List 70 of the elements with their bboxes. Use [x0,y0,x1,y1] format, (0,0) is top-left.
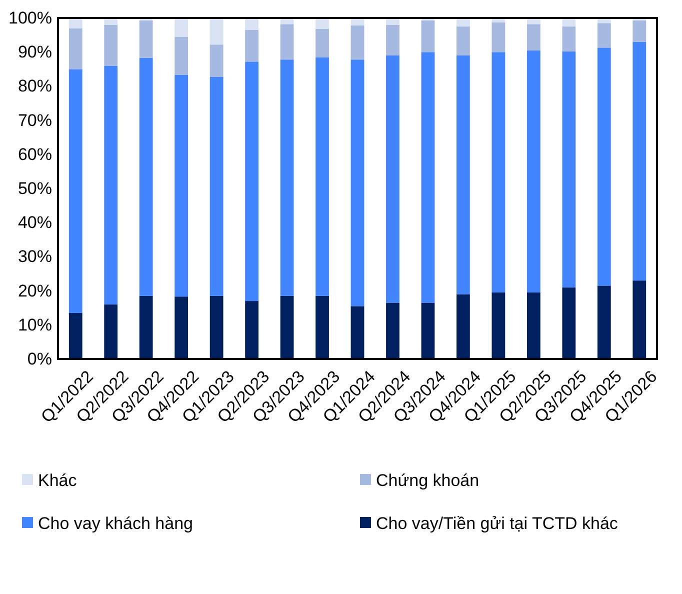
bar [210,44,224,77]
bar [350,306,364,359]
bar [139,20,153,58]
bar [492,292,506,359]
bar [597,286,611,359]
bar [174,18,188,37]
bar [139,58,153,296]
bar [280,24,294,60]
y-tick-label: 90% [18,42,52,62]
bar [456,26,470,56]
legend-label: Khác [38,470,78,490]
bar [174,74,188,297]
bar [562,26,576,52]
bar [562,51,576,288]
bar [245,18,258,30]
bar [68,312,82,359]
bar [456,294,470,359]
bar [526,50,540,293]
bar [174,296,188,359]
y-tick-label: 20% [18,281,52,300]
bar [386,56,400,303]
bar [526,292,540,359]
bar [210,296,224,359]
bar [632,280,646,359]
bar [526,24,540,50]
y-tick-label: 10% [18,315,52,334]
bar [421,52,435,303]
bar [245,301,258,359]
bar [68,69,82,313]
bar [104,304,118,359]
bar [316,28,329,58]
bar [245,30,258,62]
bar [597,23,611,48]
bar [632,42,646,281]
bar [597,48,611,286]
y-tick-label: 80% [18,76,52,96]
bar [174,36,188,75]
y-tick-label: 30% [18,247,52,266]
bar [632,20,646,42]
bar [104,24,118,66]
legend-label: Cho vay/Tiền gửi tại TCTD khác [376,514,618,533]
bar [68,28,82,70]
bar [210,76,224,296]
bar [386,302,400,359]
bar [492,52,506,293]
y-tick-label: 60% [18,144,52,164]
bar [492,22,506,52]
legend-label: Cho vay khách hàng [38,514,193,533]
bar [316,296,329,359]
bar [280,60,294,296]
bar [456,56,470,294]
bar [350,60,364,306]
bar [350,26,364,60]
bar [245,62,258,302]
bar [316,57,329,296]
y-tick-label: 0% [27,349,52,368]
y-tick-label: 50% [18,178,52,198]
bar [210,18,224,45]
y-tick-label: 70% [18,110,52,130]
bar [386,24,400,56]
legend-label: Chứng khoán [376,470,480,490]
bar [104,66,118,304]
bar [421,20,435,52]
y-tick-label: 100% [8,8,52,28]
bar [139,296,153,359]
bar [316,18,329,29]
bar [421,302,435,359]
bar [562,287,576,359]
y-tick-label: 40% [18,213,52,232]
bar [280,296,294,359]
